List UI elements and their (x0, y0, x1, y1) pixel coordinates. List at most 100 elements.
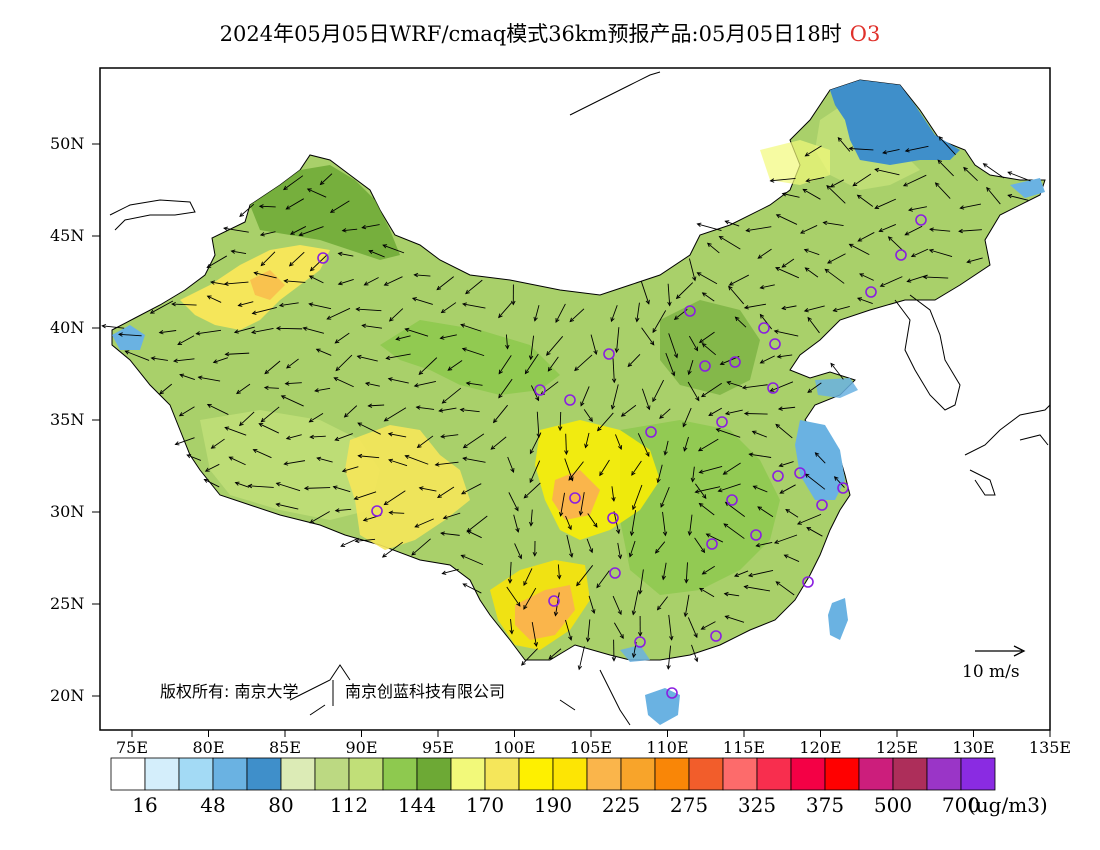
wind-arrow (849, 243, 870, 256)
wind-arrow (706, 533, 724, 543)
wind-arrow-head (645, 299, 650, 305)
wind-arrow (530, 432, 542, 454)
wind-arrow-head (383, 417, 389, 422)
lat-label: 25N (50, 594, 84, 613)
colorbar-label: 375 (806, 793, 844, 817)
wind-arrow (405, 455, 429, 465)
wind-arrow (744, 413, 768, 415)
station-marker (564, 394, 576, 406)
station-marker (371, 505, 383, 517)
wind-arrow-head (341, 468, 347, 473)
wind-arrow-head (334, 508, 340, 513)
wind-arrow (748, 569, 774, 577)
wind-arrow (699, 587, 715, 598)
wind-arrow-head (669, 635, 674, 641)
wind-arrow (279, 302, 299, 307)
wind-arrow-head (278, 302, 284, 308)
wind-arrow-head (673, 353, 679, 359)
wind-arrow-head (416, 443, 422, 449)
wind-arrow (725, 409, 743, 415)
wind-arrow (441, 302, 457, 313)
station-marker (684, 305, 696, 317)
wind-arrow (384, 407, 407, 422)
wind-arrow-head (617, 445, 623, 451)
copyright-text-1: 版权所有: 南京大学 (160, 682, 298, 701)
wind-arrow (587, 513, 598, 528)
wind-arrow-head (661, 575, 666, 581)
wind-arrow (389, 512, 405, 514)
wind-arrow (514, 543, 522, 559)
wind-arrow (566, 534, 573, 558)
wind-arrow (357, 355, 378, 362)
wind-arrow-head (807, 316, 812, 322)
wind-arrow (875, 168, 900, 176)
wind-arrow-head (306, 188, 312, 193)
wind-arrow (340, 537, 359, 547)
wind-arrow (770, 381, 794, 392)
wind-arrow (557, 564, 560, 579)
wind-arrow-head (462, 456, 468, 461)
wind-arrow-head (385, 355, 391, 360)
station-marker (769, 338, 781, 350)
wind-arrow (734, 570, 749, 577)
wind-arrow-head (662, 531, 668, 537)
wind-arrow (304, 487, 331, 489)
wind-arrow-head (533, 642, 539, 647)
wind-arrow (102, 325, 125, 329)
wind-arrow (782, 305, 797, 310)
wind-arrow-head (434, 462, 440, 467)
wind-arrow (175, 437, 195, 445)
wind-arrow-head (204, 467, 210, 472)
colorbar-swatch (144, 757, 180, 791)
wind-arrow (727, 381, 743, 388)
wind-arrow-head (1007, 193, 1013, 199)
wind-arrow-head (404, 454, 410, 459)
wind-arrow (827, 253, 846, 264)
wind-arrow-head (959, 205, 965, 210)
station-marker (699, 360, 711, 372)
wind-arrow-head (824, 268, 830, 274)
wind-arrow-head (637, 632, 643, 637)
wind-arrow-head (237, 302, 243, 307)
wind-arrow-head (498, 369, 503, 375)
map-content (101, 71, 1050, 726)
wind-arrow (929, 228, 951, 232)
wind-arrow-head (719, 360, 725, 366)
wind-arrow-head (362, 517, 368, 522)
wind-arrow (536, 411, 540, 438)
wind-arrow-head (745, 228, 751, 233)
wind-arrow-head (521, 661, 526, 666)
wind-arrow (505, 334, 509, 349)
wind-arrow (687, 381, 700, 401)
colorbar-label: 80 (268, 793, 293, 817)
wind-arrow-head (693, 633, 698, 639)
wind-arrow (436, 276, 454, 290)
station-marker (767, 382, 779, 394)
wind-arrow-head (726, 380, 732, 386)
wind-arrow (641, 327, 655, 346)
wind-arrow-head (150, 356, 156, 361)
wind-arrow (344, 405, 358, 418)
wind-arrow-head (666, 665, 671, 670)
wind-arrow-head (492, 418, 498, 424)
wind-arrow (800, 225, 818, 234)
colorbar-swatch (620, 757, 656, 791)
wind-arrow-head (610, 404, 616, 410)
wind-arrow-head (523, 581, 528, 587)
wind-arrow-head (694, 489, 700, 494)
wind-arrow-head (827, 259, 832, 264)
wind-arrow-head (285, 205, 291, 210)
wind-arrow (857, 194, 874, 207)
station-marker (569, 492, 581, 504)
wind-arrow-head (706, 242, 712, 248)
wind-arrow-head (388, 317, 394, 322)
wind-arrow (744, 303, 767, 309)
wind-arrow-head (465, 381, 471, 386)
wind-arrow-head (807, 388, 813, 393)
wind-arrow-head (280, 395, 286, 400)
wind-arrow-head (210, 280, 215, 285)
wind-arrow (587, 619, 591, 642)
wind-arrow-head (773, 539, 779, 544)
wind-arrow-head (569, 476, 574, 482)
wind-arrow (823, 222, 844, 227)
